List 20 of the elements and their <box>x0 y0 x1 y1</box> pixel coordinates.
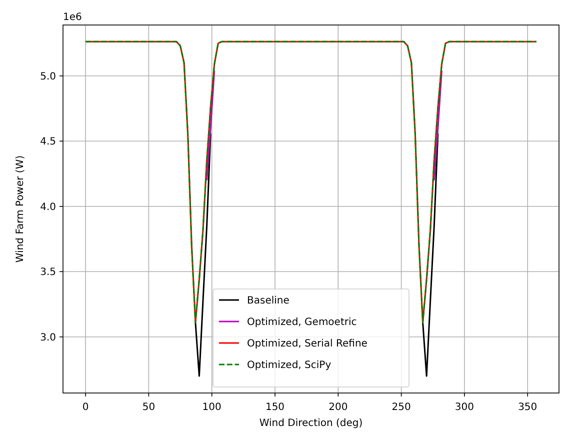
x-tick-label: 0 <box>82 402 89 413</box>
text: 1e6 <box>63 12 82 23</box>
x-tick-label: 150 <box>265 402 285 413</box>
x-tick-label: 350 <box>518 402 538 413</box>
legend-label: Baseline <box>247 296 290 306</box>
legend-label: Optimized, SciPy <box>247 360 332 371</box>
x-tick-label: 100 <box>202 402 222 413</box>
y-axis-title: Wind Farm Power (W) <box>15 155 26 263</box>
y-tick-label: 3.5 <box>40 267 56 278</box>
x-axis-title: Wind Direction (deg) <box>259 418 363 429</box>
legend-label: Optimized, Serial Refine <box>247 338 368 350</box>
legend-label: Optimized, Gemoetric <box>247 317 357 328</box>
y-tick-label: 4.5 <box>40 136 56 148</box>
y-tick-label: 4.0 <box>40 202 56 213</box>
x-tick-label: 50 <box>142 402 156 413</box>
x-tick-label: 250 <box>392 402 411 413</box>
y-tick-label: 3.0 <box>40 332 56 344</box>
x-tick-label: 300 <box>454 402 474 413</box>
y-tick-label: 5.0 <box>40 71 56 82</box>
x-tick-label: 200 <box>328 402 348 413</box>
